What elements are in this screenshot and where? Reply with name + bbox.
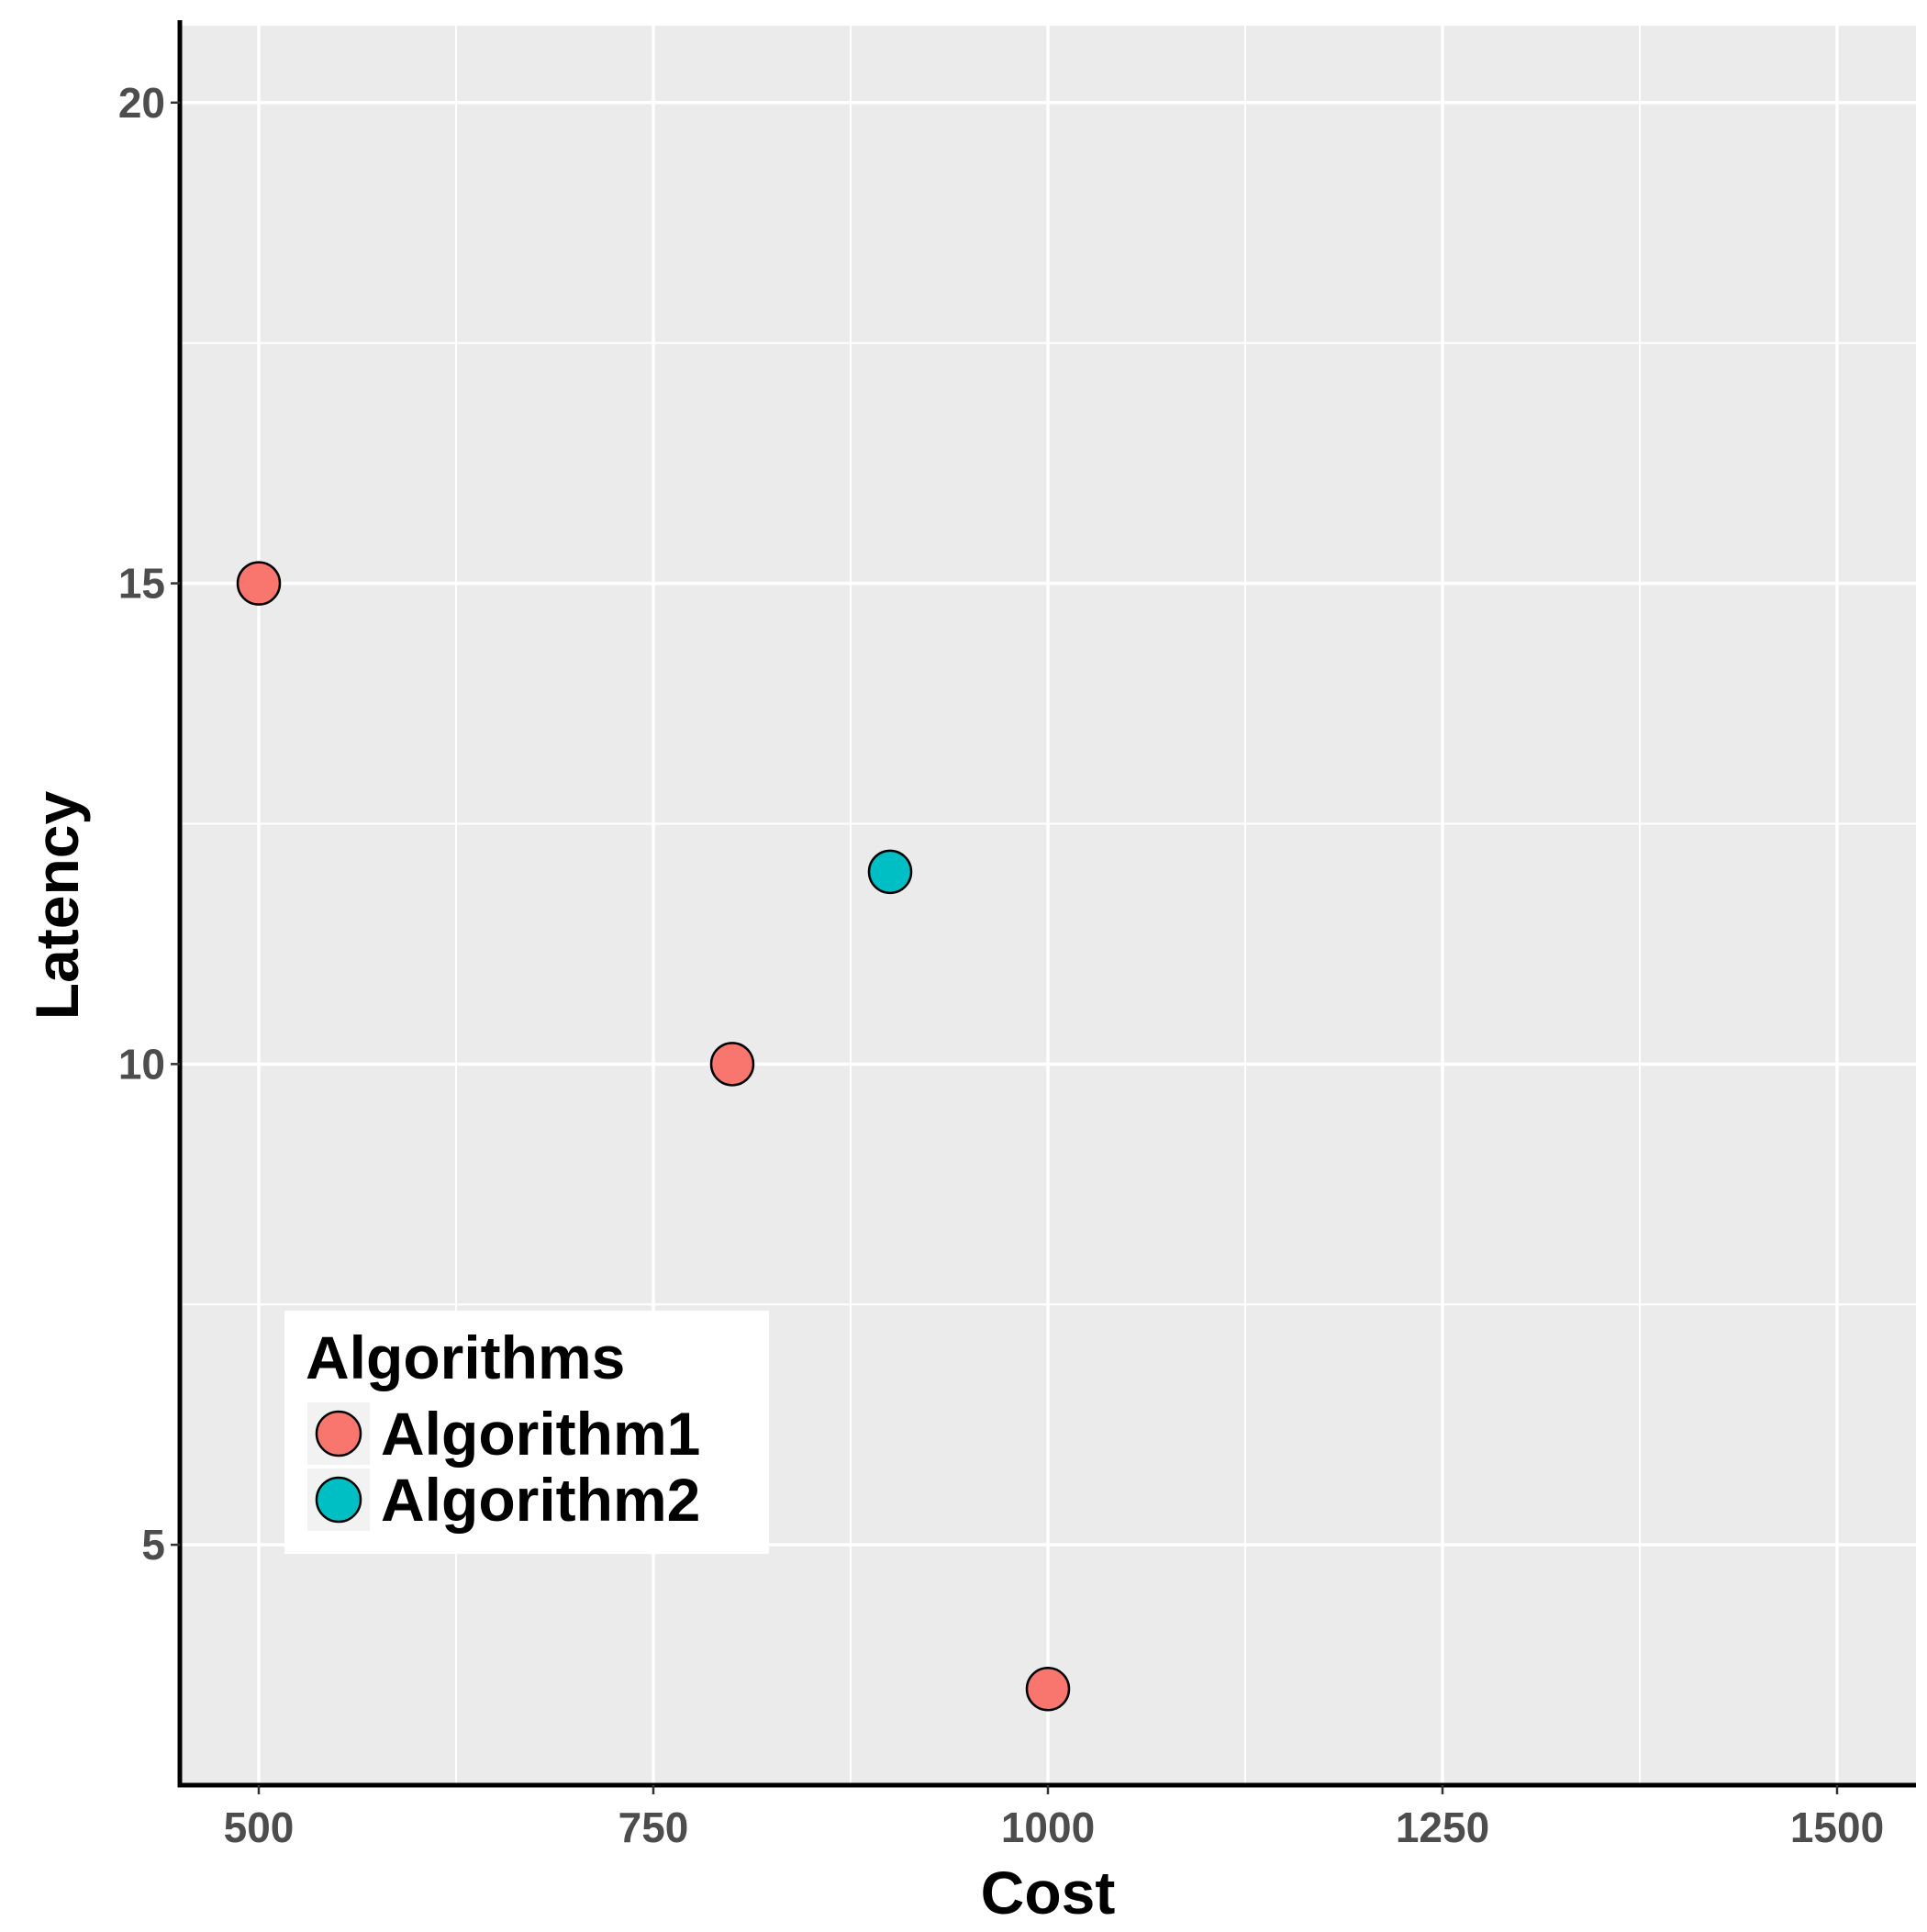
- data-point: [709, 1042, 755, 1087]
- y-axis-title: Latency: [23, 790, 91, 1020]
- data-point: [1025, 1666, 1071, 1712]
- y-tick-label: 15: [118, 560, 165, 608]
- data-point: [867, 849, 913, 895]
- legend-label: Algorithm2: [381, 1466, 700, 1534]
- x-axis-ticks: 500 750 1000 1250 1500: [224, 1785, 1884, 1851]
- legend-title: Algorithms: [306, 1323, 625, 1391]
- y-tick-label: 10: [118, 1040, 165, 1088]
- legend-label: Algorithm1: [381, 1400, 700, 1468]
- x-tick-label: 1000: [1001, 1804, 1095, 1851]
- x-tick-label: 500: [224, 1804, 295, 1851]
- data-points: [236, 561, 1071, 1712]
- x-tick-label: 750: [618, 1804, 689, 1851]
- y-tick-label: 5: [141, 1521, 165, 1569]
- x-tick-label: 1500: [1790, 1804, 1884, 1851]
- data-point: [236, 561, 282, 606]
- y-tick-label: 20: [118, 79, 165, 127]
- x-axis-title: Cost: [981, 1859, 1116, 1926]
- y-axis-ticks: 5 10 15 20: [118, 79, 180, 1569]
- legend-key-marker: [315, 1410, 362, 1457]
- x-tick-label: 1250: [1396, 1804, 1489, 1851]
- legend-key-marker: [315, 1476, 362, 1524]
